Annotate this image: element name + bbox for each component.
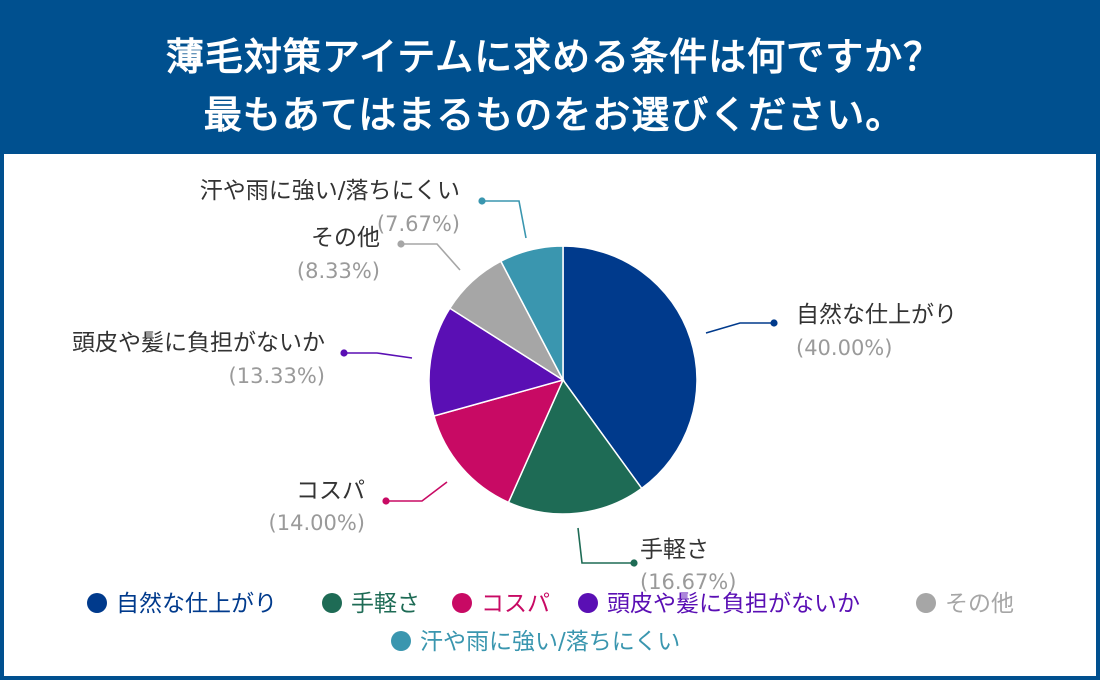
pie-slice-5: [499, 245, 564, 381]
chart-title-line-1: 薄毛対策アイテムに求める条件は何ですか？: [165, 35, 943, 79]
pie-slice-1: [507, 378, 643, 515]
pie-slice-3: [428, 307, 565, 417]
leader-lines: [340, 197, 778, 567]
legend-marker-1: [322, 593, 342, 613]
leader-line-4: [401, 243, 461, 271]
leader-line-5: [482, 200, 527, 239]
legend-label-5: 汗や雨に強い/落ちにくい: [420, 629, 680, 655]
leader-line-1: [577, 527, 634, 564]
slice-percent-0: (40.00%): [796, 336, 892, 360]
leader-dot-4: [397, 240, 405, 248]
slice-label-1: 手軽さ: [640, 537, 709, 563]
chart-title-line-2: 最もあてはまるものをお選びください。: [203, 93, 905, 137]
legend-label-0: 自然な仕上がり: [116, 591, 277, 617]
leader-line-3: [344, 352, 413, 359]
legend-marker-3: [578, 593, 598, 613]
leader-line-2: [386, 481, 448, 502]
slice-percent-5: (7.67%): [377, 212, 460, 236]
legend-marker-5: [391, 631, 411, 651]
slice-percent-1: (16.67%): [640, 570, 736, 594]
slice-percent-2: (14.00%): [269, 511, 365, 535]
legend-marker-0: [87, 593, 107, 613]
leader-line-0: [705, 322, 774, 334]
leader-dot-2: [382, 497, 390, 505]
slice-labels: 自然な仕上がり (40.00%) 手軽さ (16.67%) コスパ (14.00%) 頭皮や…: [72, 178, 957, 594]
title-banner: 薄毛対策アイテムに求める条件は何ですか？ 最もあてはまるものをお選びください。: [4, 4, 1100, 154]
slice-label-5: 汗や雨に強い/落ちにくい: [200, 178, 460, 204]
slice-label-0: 自然な仕上がり: [796, 302, 957, 328]
legend-label-3: 頭皮や髪に負担がないか: [607, 591, 860, 617]
legend-marker-4: [916, 593, 936, 613]
leader-dot-0: [770, 319, 778, 327]
slice-label-3: 頭皮や髪に負担がないか: [72, 330, 325, 356]
slice-percent-3: (13.33%): [229, 364, 325, 388]
legend-label-1: 手軽さ: [351, 591, 420, 617]
slice-label-2: コスパ: [296, 478, 365, 504]
legend-marker-2: [452, 593, 472, 613]
pie-slice-0: [562, 245, 698, 490]
pie-slices: [428, 245, 698, 515]
pie-slice-2: [433, 378, 565, 504]
leader-dot-5: [478, 197, 486, 205]
leader-dot-1: [630, 559, 638, 567]
legend-label-4: その他: [945, 591, 1014, 617]
slice-label-4: その他: [311, 225, 380, 251]
legend-label-2: コスパ: [481, 591, 550, 617]
slice-percent-4: (8.33%): [297, 259, 380, 283]
leader-dot-3: [340, 349, 348, 357]
